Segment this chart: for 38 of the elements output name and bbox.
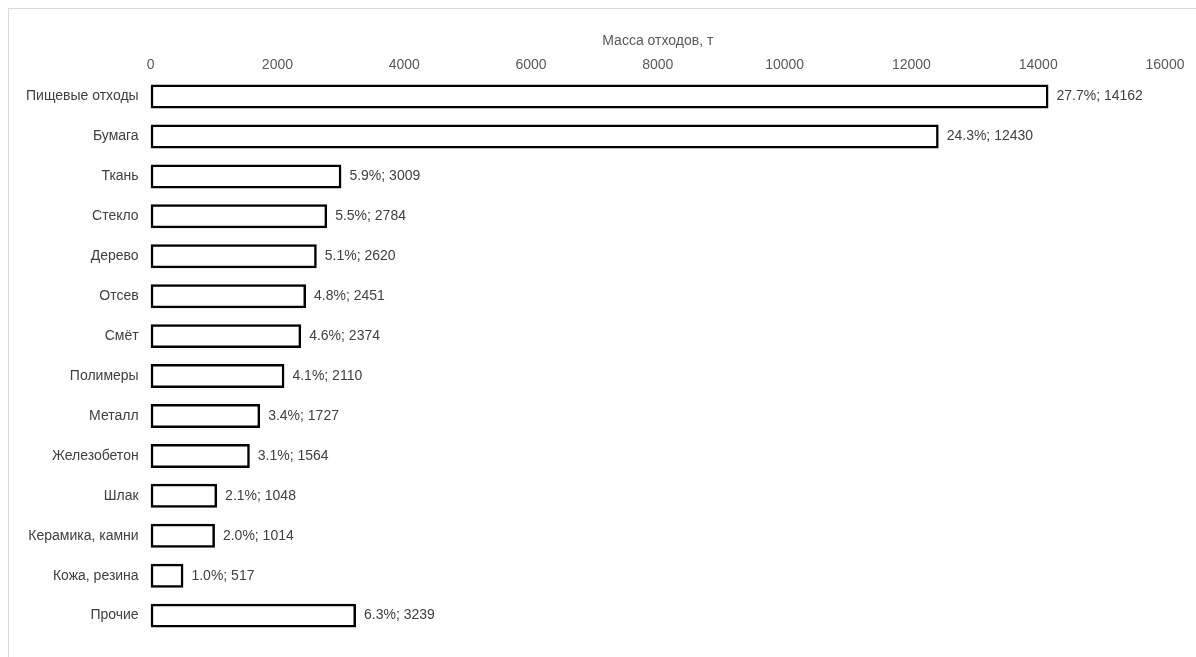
x-tick-label: 12000 <box>891 56 932 73</box>
x-axis-title: Масса отходов, т <box>602 32 714 49</box>
y-tick-label: Отсев <box>99 287 139 304</box>
data-label: 27.7%; 14162 <box>1056 87 1144 104</box>
y-tick-label: Кожа, резина <box>52 566 139 583</box>
x-tick-label: 6000 <box>515 56 547 73</box>
data-label: 6.3%; 3239 <box>363 606 436 623</box>
y-tick-label: Дерево <box>90 247 139 264</box>
y-tick-label: Пищевые отходы <box>25 87 139 104</box>
data-label: 1.0%; 517 <box>191 566 255 583</box>
y-tick-label: Смёт <box>104 327 140 343</box>
data-label: 5.5%; 2784 <box>335 207 407 224</box>
data-label: 3.1%; 1564 <box>257 446 329 463</box>
data-label: 2.1%; 1048 <box>225 486 297 503</box>
x-tick-label: 10000 <box>765 56 805 73</box>
y-tick-label: Металл <box>89 406 139 423</box>
x-tick-label: 4000 <box>388 56 421 73</box>
y-tick-label: Стекло <box>92 207 139 224</box>
y-tick-label: Полимеры <box>69 366 139 383</box>
data-label: 2.0%; 1014 <box>222 526 294 543</box>
data-label: 4.1%; 2110 <box>292 366 363 383</box>
y-tick-label: Керамика, камни <box>28 526 139 543</box>
data-label: 4.6%; 2374 <box>309 327 381 343</box>
y-tick-label: Ткань <box>101 167 139 184</box>
x-tick-label: 14000 <box>1018 56 1058 73</box>
data-label: 5.9%; 3009 <box>349 167 421 184</box>
x-tick-label: 16000 <box>1145 56 1185 73</box>
y-tick-label: Бумага <box>92 127 139 144</box>
data-label: 4.8%; 2451 <box>314 287 386 304</box>
y-tick-label: Железобетон <box>51 446 139 463</box>
y-tick-label: Шлак <box>103 486 140 503</box>
x-tick-label: 2000 <box>261 56 294 73</box>
x-tick-label: 0 <box>146 56 155 73</box>
y-tick-label: Прочие <box>90 606 139 623</box>
data-label: 3.4%; 1727 <box>268 406 340 423</box>
data-label: 5.1%; 2620 <box>324 247 396 264</box>
x-tick-label: 8000 <box>642 56 674 73</box>
data-label: 24.3%; 12430 <box>946 127 1034 144</box>
